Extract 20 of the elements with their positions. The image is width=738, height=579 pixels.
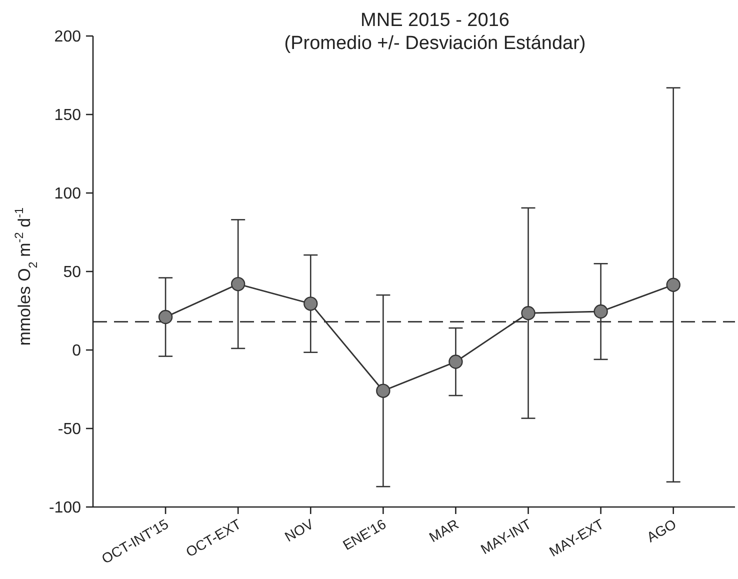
point (666, 278, 680, 292)
chart-subtitle: (Promedio +/- Desviación Estándar) (284, 33, 586, 54)
point (594, 304, 608, 319)
point (521, 306, 536, 320)
y-tick-label: 0 (72, 342, 82, 360)
y-tick-label: 150 (54, 107, 82, 124)
point (158, 310, 173, 324)
y-tick-label: 200 (54, 28, 82, 46)
y-tick-label: -100 (48, 500, 82, 517)
y-tick-label: 50 (63, 264, 82, 282)
x-tick-label: AGO (644, 516, 679, 546)
point (448, 354, 463, 369)
x-tick-label: NOV (282, 515, 317, 545)
x-tick-label: MAR (426, 516, 462, 546)
y-tick-label: 100 (54, 186, 82, 203)
point (230, 276, 246, 292)
point (376, 384, 390, 398)
y-tick-label: -50 (58, 421, 82, 438)
point (304, 296, 318, 311)
chart-title: MNE 2015 - 2016 (360, 10, 510, 31)
